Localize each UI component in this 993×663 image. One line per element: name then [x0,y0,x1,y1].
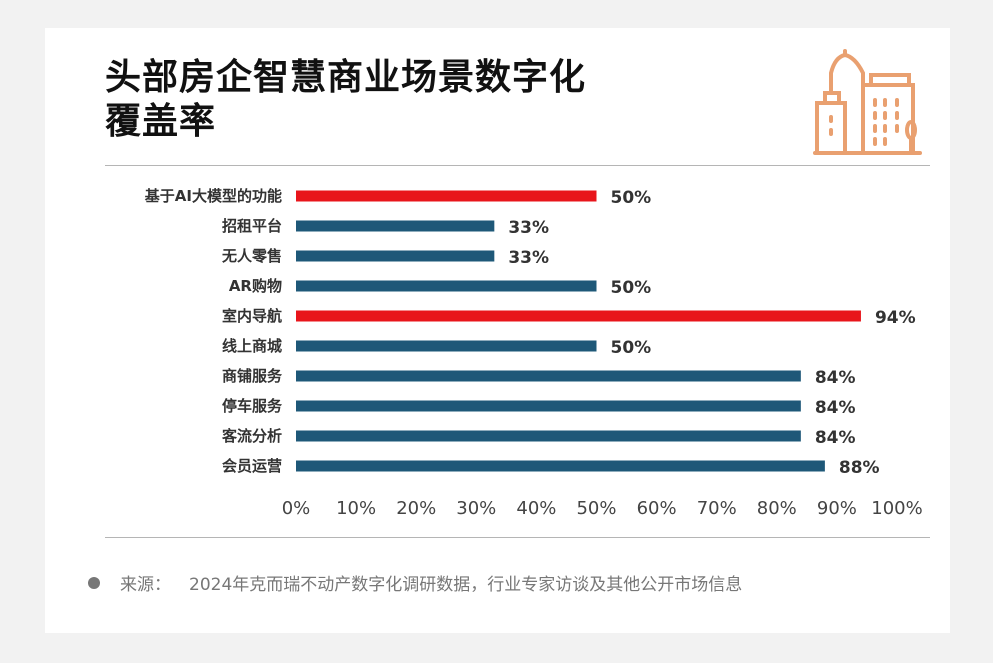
data-label: 88% [839,458,880,478]
x-tick-label: 0% [282,498,311,519]
data-label: 50% [611,188,652,208]
source-text: 2024年克而瑞不动产数字化调研数据，行业专家访谈及其他公开市场信息 [189,575,743,595]
category-label: 线上商城 [222,337,282,355]
bar [296,430,801,442]
source-label: 来源： [120,575,171,595]
category-label: 商铺服务 [222,367,283,385]
data-label: 33% [508,248,549,268]
bar [296,220,495,232]
category-label: AR购物 [229,277,282,295]
category-label: 招租平台 [222,217,282,235]
category-label: 客流分析 [221,427,282,445]
category-label: 室内导航 [222,307,282,325]
x-tick-label: 50% [576,498,616,519]
x-tick-label: 40% [516,498,556,519]
x-tick-label: 60% [637,498,677,519]
x-tick-label: 90% [817,498,857,519]
data-label: 94% [875,308,916,328]
chart-title: 头部房企智慧商业场景数字化 覆盖率 [105,56,586,144]
data-label: 50% [611,338,652,358]
bar [296,190,597,202]
title-line-2: 覆盖率 [105,101,217,142]
bar [296,310,861,322]
bar [296,340,597,352]
data-label: 84% [815,428,856,448]
x-tick-label: 100% [871,498,922,519]
bullet-icon [88,576,100,589]
source-note: 来源： 2024年克而瑞不动产数字化调研数据，行业专家访谈及其他公开市场信息 [88,570,742,595]
bar [296,370,801,382]
x-tick-label: 30% [456,498,496,519]
data-label: 84% [815,398,856,418]
category-label: 会员运营 [222,457,282,475]
bar [296,280,597,292]
x-tick-label: 10% [336,498,376,519]
category-label: 基于AI大模型的功能 [144,187,282,205]
bar [296,400,801,412]
x-tick-label: 70% [697,498,737,519]
category-label: 停车服务 [222,397,283,415]
footer-divider [105,537,930,538]
bar [296,250,495,262]
city-buildings-icon [805,45,925,164]
card [45,28,950,633]
x-tick-label: 20% [396,498,436,519]
data-label: 50% [611,278,652,298]
category-label: 无人零售 [221,247,282,265]
bar [296,460,825,472]
data-label: 33% [508,218,549,238]
title-line-1: 头部房企智慧商业场景数字化 [105,57,587,98]
title-divider [105,165,930,166]
data-label: 84% [815,368,856,388]
x-tick-label: 80% [757,498,797,519]
